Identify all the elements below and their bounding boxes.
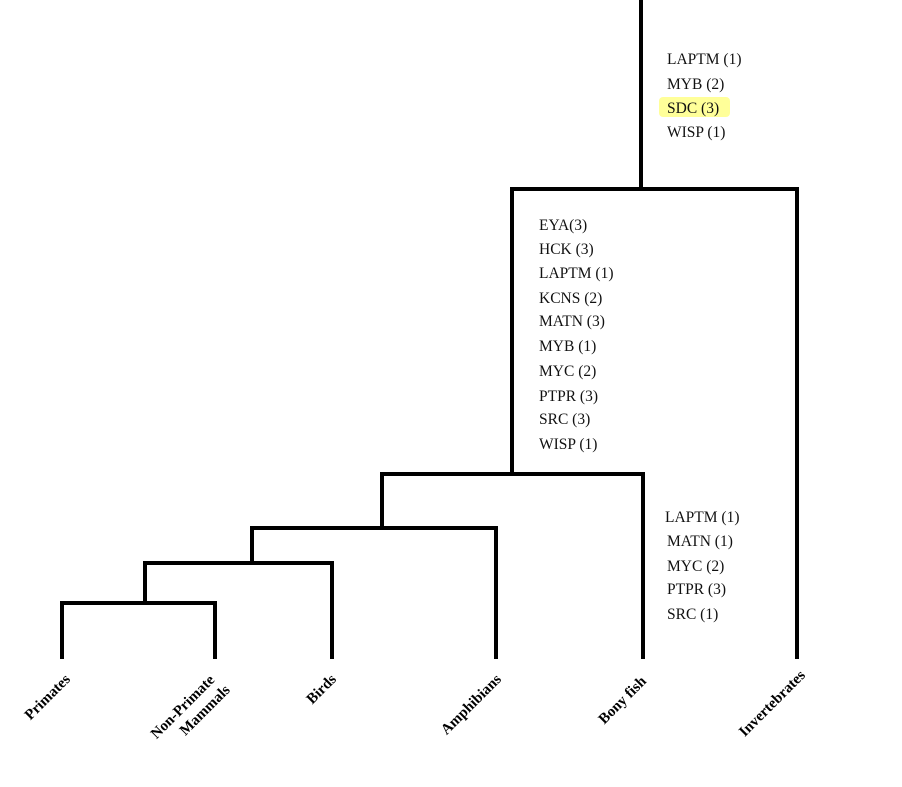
gene-label: WISP (1) bbox=[539, 436, 597, 453]
gene-highlight bbox=[659, 97, 730, 117]
gene-label-highlighted: SDC (3) bbox=[667, 100, 719, 117]
gene-list-bony-fish: LAPTM (1) MATN (1) MYC (2) PTPR (3) SRC … bbox=[665, 509, 739, 623]
gene-label: SRC (3) bbox=[539, 411, 590, 428]
gene-label: KCNS (2) bbox=[539, 290, 602, 307]
gene-label: LAPTM (1) bbox=[665, 509, 739, 526]
gene-label: MYB (2) bbox=[667, 76, 724, 93]
gene-label: WISP (1) bbox=[667, 124, 725, 141]
gene-label: EYA(3) bbox=[539, 217, 587, 234]
gene-label: SRC (1) bbox=[667, 606, 718, 623]
gene-label: MATN (1) bbox=[667, 533, 733, 550]
tree-branches bbox=[60, 0, 799, 659]
gene-label: LAPTM (1) bbox=[539, 265, 613, 282]
taxon-labels: Primates Non-Primate Mammals Birds Amphi… bbox=[22, 667, 809, 755]
gene-list-root: LAPTM (1) MYB (2) SDC (3) WISP (1) bbox=[659, 51, 741, 141]
gene-label: MYB (1) bbox=[539, 338, 596, 355]
gene-label: PTPR (3) bbox=[539, 388, 598, 405]
gene-label: HCK (3) bbox=[539, 241, 594, 258]
gene-label: LAPTM (1) bbox=[667, 51, 741, 68]
gene-label: MYC (2) bbox=[539, 363, 596, 380]
taxon-label-non-primate-mammals: Non-Primate Mammals bbox=[148, 669, 234, 755]
taxon-label-bony-fish: Bony fish bbox=[596, 673, 651, 728]
taxon-label-birds: Birds bbox=[304, 671, 340, 707]
taxon-label-amphibians: Amphibians bbox=[438, 671, 505, 738]
gene-label: PTPR (3) bbox=[667, 581, 726, 598]
gene-list-vertebrates: EYA(3) HCK (3) LAPTM (1) KCNS (2) MATN (… bbox=[539, 217, 613, 453]
taxon-label-invertebrates: Invertebrates bbox=[736, 667, 809, 740]
gene-label: MATN (3) bbox=[539, 313, 605, 330]
taxon-label-primates: Primates bbox=[22, 671, 74, 723]
gene-label: MYC (2) bbox=[667, 558, 724, 575]
